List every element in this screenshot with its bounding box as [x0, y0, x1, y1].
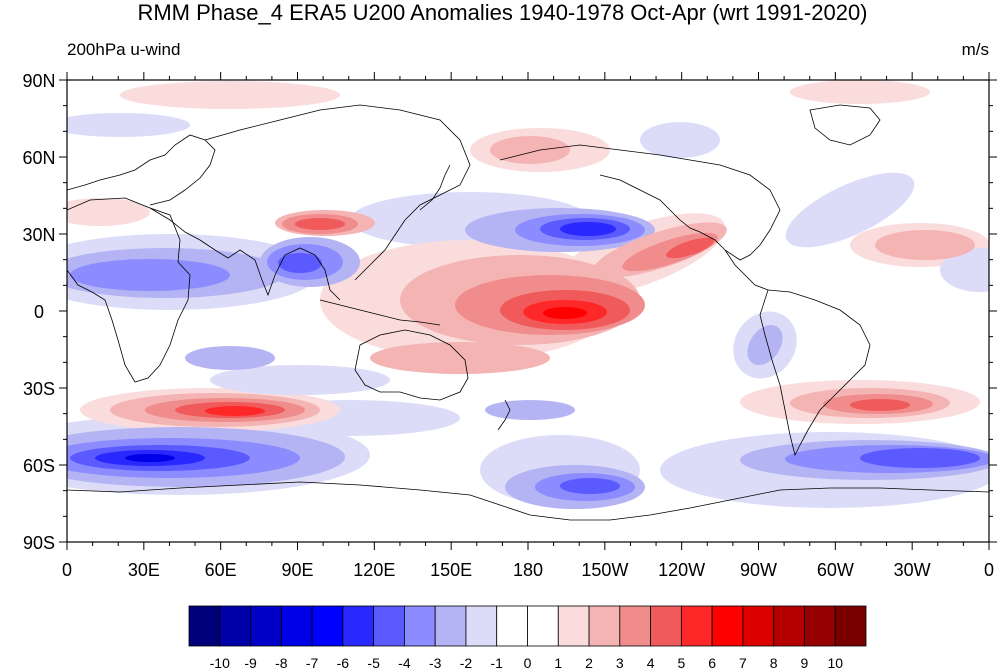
colorbar-label: -9 — [244, 655, 257, 671]
colorbar-label: 9 — [801, 655, 809, 671]
colorbar-label: 1 — [554, 655, 562, 671]
colorbar-box — [650, 605, 682, 647]
x-tick-label: 30W — [894, 560, 931, 580]
x-tick-label: 150W — [581, 560, 628, 580]
x-tick-label: 0 — [62, 560, 72, 580]
y-tick-label: 0 — [34, 302, 44, 322]
x-tick-label: 60E — [205, 560, 237, 580]
x-tick-label: 60W — [817, 560, 854, 580]
x-tick-label: 30E — [128, 560, 160, 580]
colorbar-box — [280, 605, 313, 647]
colorbar-box — [404, 605, 436, 647]
colorbar-box — [250, 605, 282, 647]
colorbar-box — [219, 605, 251, 647]
x-tick-label: 150E — [430, 560, 472, 580]
y-tick-label: 60S — [23, 456, 55, 476]
colorbar-box — [496, 605, 528, 647]
y-tick-label: 90S — [23, 533, 55, 553]
colorbar-label: -3 — [429, 655, 442, 671]
colorbar-box — [527, 605, 559, 647]
x-tick-label: 0 — [984, 560, 994, 580]
colorbar: -10 -9 -8 -7 -6 -5 -4 -3 -2 -1 0 1 2 3 4 5 6 7 8 9 10 — [188, 605, 867, 671]
colorbar-label: 7 — [739, 655, 747, 671]
x-tick-label: 120E — [353, 560, 395, 580]
colorbar-label: -4 — [398, 655, 411, 671]
x-tick-label: 120W — [658, 560, 705, 580]
colorbar-box — [311, 605, 344, 647]
colorbar-box — [680, 605, 713, 647]
colorbar-label: 0 — [524, 655, 532, 671]
colorbar-box — [834, 605, 867, 647]
units-label: m/s — [961, 40, 989, 59]
colorbar-box — [465, 605, 498, 647]
colorbar-label: 4 — [647, 655, 655, 671]
colorbar-box — [804, 605, 836, 647]
colorbar-box — [773, 605, 805, 647]
y-tick-label: 30N — [22, 225, 55, 245]
colorbar-box — [188, 605, 221, 647]
map-axes: 0 30E 60E 90E 120E 150E 180 150W 120W 90W 60W 30W 09… — [22, 71, 997, 580]
colorbar-box — [742, 605, 775, 647]
anomaly-contours — [67, 80, 989, 509]
colorbar-label: 6 — [708, 655, 716, 671]
y-tick-label: 60N — [22, 148, 55, 168]
y-tick-label: 30S — [23, 379, 55, 399]
variable-label: 200hPa u-wind — [67, 40, 181, 59]
colorbar-label: 2 — [585, 655, 593, 671]
colorbar-label: 5 — [677, 655, 685, 671]
colorbar-label: -2 — [460, 655, 473, 671]
x-tick-label: 90W — [740, 560, 777, 580]
colorbar-label: -10 — [210, 655, 230, 671]
colorbar-box — [711, 605, 744, 647]
colorbar-label: 8 — [770, 655, 778, 671]
colorbar-label: -6 — [337, 655, 350, 671]
colorbar-box — [342, 605, 375, 647]
y-tick-label: 90N — [22, 71, 55, 91]
colorbar-label: 10 — [827, 655, 843, 671]
colorbar-label: -5 — [367, 655, 380, 671]
coastlines — [67, 104, 989, 521]
x-tick-label: 90E — [281, 560, 313, 580]
colorbar-label: 3 — [616, 655, 624, 671]
colorbar-label: -1 — [491, 655, 504, 671]
colorbar-box — [557, 605, 590, 647]
colorbar-label: -8 — [275, 655, 288, 671]
colorbar-box — [434, 605, 467, 647]
colorbar-box — [588, 605, 621, 647]
x-tick-label: 180 — [513, 560, 543, 580]
colorbar-box — [619, 605, 651, 647]
chart-title: RMM Phase_4 ERA5 U200 Anomalies 1940-197… — [137, 0, 868, 25]
colorbar-box — [373, 605, 405, 647]
colorbar-label: -7 — [306, 655, 319, 671]
